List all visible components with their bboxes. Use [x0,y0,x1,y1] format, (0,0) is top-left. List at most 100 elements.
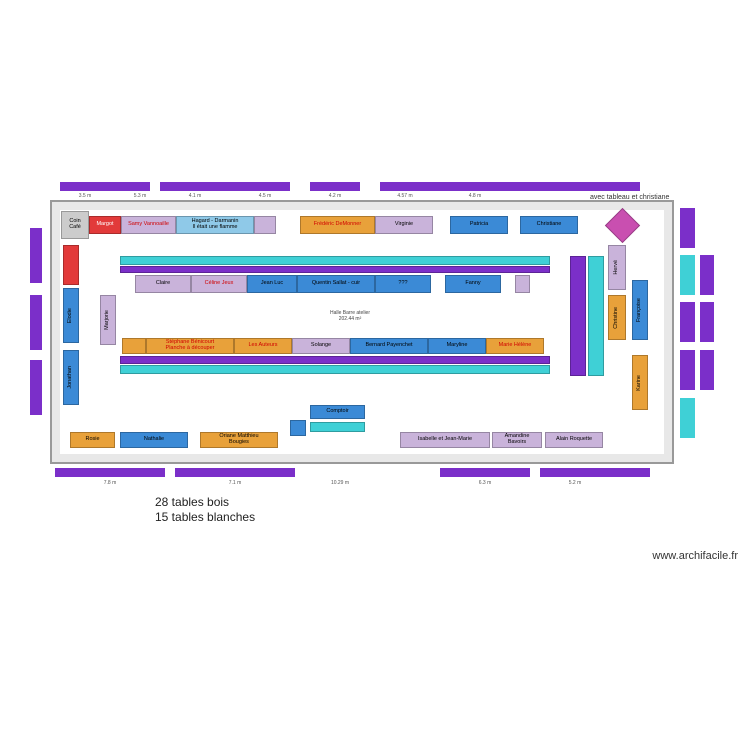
table-label: Isabelle et Jean-Marie [418,437,472,443]
table-box: Les Auteurs [234,338,292,354]
table-label: Elodie [68,308,74,323]
table-label: Nathalie [144,437,164,443]
table-box [122,338,146,354]
exterior-strip [60,182,150,191]
dimension-label: 5.2 m [540,479,610,487]
dimension-label: 5.3 m [115,192,165,200]
table-box: Céline Jeux [191,275,247,293]
table-box: Marjorie [100,295,116,345]
table-box: Jean Luc [247,275,297,293]
table-label: Fanny [465,281,480,287]
table-box: Frédéric DeMonner [300,216,375,234]
table-box: Comptoir [310,405,365,419]
exterior-strip [680,255,695,295]
table-label: Coin Café [63,219,87,231]
exterior-strip [30,228,42,283]
table-label: Samy Vannoaille [128,222,169,228]
table-label: Rosie [85,437,99,443]
table-box: Coin Café [61,211,89,239]
floor-plan-canvas: Coin Café Margot Samy Vannoaille Hagard - D… [50,200,674,464]
table-box: Maryline [428,338,486,354]
table-label: Oriane Matthieu Bougies [219,434,258,446]
exterior-strip [700,255,714,295]
dimension-label: 4.8 m [450,192,500,200]
dimension-label: 4.5 m [240,192,290,200]
table-label: ??? [398,281,407,287]
table-box [120,365,550,374]
table-box: Marie Hélène [486,338,544,354]
table-box: ??? [375,275,431,293]
table-box [605,208,640,243]
table-label: Maryline [447,343,468,349]
table-box [290,420,306,436]
exterior-strip [175,468,295,477]
table-box: Quentin Sallat - cuir [297,275,375,293]
caption-tables-bois: 28 tables bois [155,495,229,509]
table-label: Christine [614,307,620,329]
exterior-strip [160,182,290,191]
table-label: Karine [637,375,643,391]
table-label: Bernard Payenchet [365,343,412,349]
table-box: Christine [608,295,626,340]
table-box: Claire [135,275,191,293]
exterior-strip [30,295,42,350]
dimension-label: 4.2 m [310,192,360,200]
table-box: Patricia [450,216,508,234]
table-label: Comptoir [326,409,348,415]
exterior-strip [680,208,695,248]
table-label: Christiane [537,222,562,228]
table-box: Fanny [445,275,501,293]
dimension-label: 6.3 m [440,479,530,487]
table-box: Oriane Matthieu Bougies [200,432,278,448]
table-label: Céline Jeux [205,281,234,287]
exterior-strip [55,468,165,477]
table-box: Karine [632,355,648,410]
table-label: Marie Hélène [499,343,532,349]
table-box [515,275,530,293]
table-label: Claire [156,281,170,287]
table-label: Les Auteurs [248,343,277,349]
exterior-strip [440,468,530,477]
table-box [310,422,365,432]
table-label: Quentin Sallat - cuir [312,281,360,287]
exterior-strip [680,398,695,438]
table-label: Solange [311,343,331,349]
table-box [120,256,550,265]
table-label: Marjorie [105,310,111,330]
exterior-strip [680,302,695,342]
table-label: Jean Luc [261,281,283,287]
table-box: Margot [89,216,121,234]
table-label: Patricia [470,222,488,228]
table-box: Hervé [608,245,626,290]
table-box [588,256,604,376]
table-label: Hervé [614,260,620,275]
exterior-strip [30,360,42,415]
caption-tables-blanches: 15 tables blanches [155,510,255,524]
table-label: Hagard - Darmanin Il était une flamme [192,219,239,231]
table-label: Stéphane Bénicourt Planche à découper [166,340,215,352]
table-label: Alain Roquette [556,437,592,443]
dimension-label: 7.8 m [55,479,165,487]
exterior-strip [700,350,714,390]
table-box [120,356,550,364]
table-box [63,245,79,285]
table-box: Virginie [375,216,433,234]
table-box: Hagard - Darmanin Il était une flamme [176,216,254,234]
hall-interior: Coin Café Margot Samy Vannoaille Hagard - D… [60,210,664,454]
table-box: Alain Roquette [545,432,603,448]
table-label: Margot [96,222,113,228]
credit-link[interactable]: www.archifacile.fr [652,550,738,562]
table-box [254,216,276,234]
dimension-label: 3.5 m [60,192,110,200]
dimension-label: 4.57 m [380,192,430,200]
table-box: Amandine Bavoirs [492,432,542,448]
exterior-strip [700,302,714,342]
table-label: Françoise [637,298,643,322]
exterior-strip [680,350,695,390]
table-box: Samy Vannoaille [121,216,176,234]
table-box: Isabelle et Jean-Marie [400,432,490,448]
table-label: Virginie [395,222,413,228]
table-label: Frédéric DeMonner [314,222,361,228]
table-box: Françoise [632,280,648,340]
exterior-strip [310,182,360,191]
